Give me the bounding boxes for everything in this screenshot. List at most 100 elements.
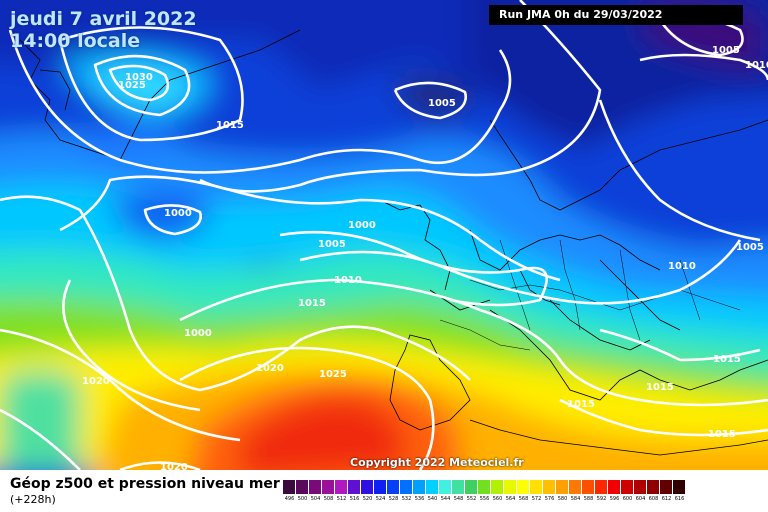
legend-value: 568 [518,496,529,502]
legend-swatch [556,480,569,494]
legend-swatch [660,480,673,494]
legend-swatches [283,480,686,494]
legend-value: 580 [557,496,568,502]
forecast-lead-time: (+228h) [10,493,56,506]
map-title: Géop z500 et pression niveau mer [10,476,280,492]
legend-labels: 496 500 504 508 512 516 520 524 528 532 536 540 544 5… [283,494,686,504]
legend-swatch [439,480,452,494]
legend-value: 520 [362,496,373,502]
legend-value: 576 [544,496,555,502]
legend-value: 556 [479,496,490,502]
legend-value: 524 [375,496,386,502]
legend-swatch [582,480,595,494]
forecast-date: jeudi 7 avril 2022 [10,8,197,30]
legend-value: 608 [648,496,659,502]
legend-value: 496 [284,496,295,502]
isobar-label: 1020 [160,462,188,470]
legend-swatch [387,480,400,494]
legend-value: 512 [336,496,347,502]
legend-swatch [647,480,660,494]
model-run-label: Run JMA 0h du 29/03/2022 [489,5,743,25]
geopotential-field [0,0,768,470]
isobar-label: 1015 [216,120,244,131]
isobar-label: 1005 [318,239,346,250]
legend-value: 560 [492,496,503,502]
weather-map: 1030 1025 1015 1005 1000 1000 1005 1010 … [0,0,768,470]
isobar-label: 1000 [164,208,192,219]
legend-value: 536 [414,496,425,502]
legend-swatch [465,480,478,494]
legend-swatch [621,480,634,494]
legend-swatch [504,480,517,494]
forecast-datetime: jeudi 7 avril 2022 14:00 locale [10,8,197,52]
legend-swatch [335,480,348,494]
isobar-label: 1015 [298,298,326,309]
legend-swatch [400,480,413,494]
map-canvas: 1030 1025 1015 1005 1000 1000 1005 1010 … [0,0,768,470]
legend-value: 572 [531,496,542,502]
isobar-label: 1010 [745,60,768,71]
legend-value: 616 [674,496,685,502]
legend-value: 604 [635,496,646,502]
legend-value: 596 [609,496,620,502]
legend-value: 508 [323,496,334,502]
isobar-labels: 1030 1025 1015 1005 1000 1000 1005 1010 … [82,45,768,470]
legend-swatch [322,480,335,494]
isobar-label: 1015 [567,399,595,410]
isobar-label: 1020 [256,363,284,374]
isobar-label: 1010 [668,261,696,272]
isobar-label: 1010 [334,275,362,286]
legend-value: 588 [583,496,594,502]
isobar-label: 1000 [348,220,376,231]
legend-value: 532 [401,496,412,502]
forecast-time: 14:00 locale [10,30,141,52]
legend-swatch [608,480,621,494]
legend-value: 544 [440,496,451,502]
isobar-label: 1000 [184,328,212,339]
legend-value: 540 [427,496,438,502]
isobar-label: 1020 [82,376,110,387]
legend-value: 592 [596,496,607,502]
legend-swatch [452,480,465,494]
legend-swatch [595,480,608,494]
isobar-label: 1030 [125,72,153,83]
isobar-label: 1005 [712,45,740,56]
legend-swatch [478,480,491,494]
isobar-label: 1005 [428,98,456,109]
legend-swatch [309,480,322,494]
legend-swatch [348,480,361,494]
isobar-label: 1015 [708,429,736,440]
copyright: Copyright 2022 Meteociel.fr [350,456,524,469]
legend-value: 552 [466,496,477,502]
legend-swatch [530,480,543,494]
isobar-label: 1025 [118,80,146,91]
legend-swatch [283,480,296,494]
legend-value: 504 [310,496,321,502]
color-legend: 496 500 504 508 512 516 520 524 528 532 536 540 544 5… [283,480,686,512]
legend-value: 564 [505,496,516,502]
legend-value: 500 [297,496,308,502]
legend-value: 612 [661,496,672,502]
legend-value: 584 [570,496,581,502]
legend-swatch [569,480,582,494]
legend-value: 516 [349,496,360,502]
legend-swatch [543,480,556,494]
legend-swatch [673,480,686,494]
isobars [0,0,768,470]
legend-swatch [517,480,530,494]
legend-value: 528 [388,496,399,502]
legend-value: 600 [622,496,633,502]
isobar-label: 1005 [736,242,764,253]
isobar-label: 1015 [713,354,741,365]
legend-swatch [634,480,647,494]
legend-swatch [426,480,439,494]
legend-swatch [413,480,426,494]
borders [439,239,741,351]
legend-swatch [491,480,504,494]
legend-value: 548 [453,496,464,502]
isobar-label: 1025 [319,369,347,380]
isobar-label: 1015 [646,382,674,393]
legend-swatch [296,480,309,494]
legend-swatch [361,480,374,494]
legend-swatch [374,480,387,494]
